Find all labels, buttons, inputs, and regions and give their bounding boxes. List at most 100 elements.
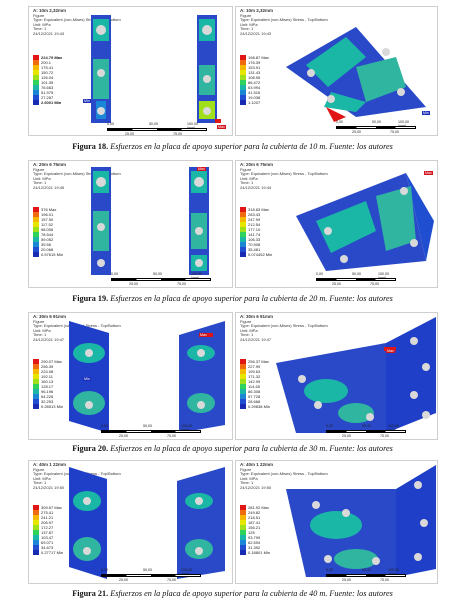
legend-item: 198.87 Max xyxy=(240,55,284,60)
figure-21: A: 40m 1 22mm Figure Type: Equivalent (v… xyxy=(28,460,438,584)
legend-item: 1.1207 xyxy=(240,100,284,105)
legend-item: 69.071 xyxy=(33,540,77,545)
scale-bar: 0,00 50,00 100,00 (mm) 25,00 75,00 xyxy=(316,272,396,287)
legend-item: 309.67 Max xyxy=(33,505,77,510)
header-line: Unit: MPa xyxy=(240,475,258,481)
legend-item: 51.975 xyxy=(33,90,77,95)
stress-legend: 318.83 Max 283.43 247.99 212.54 177.10 1… xyxy=(240,207,284,257)
legend-item: 227.99 xyxy=(240,364,284,369)
header-line: Figure xyxy=(33,318,45,324)
figure-caption: Figura 20. Esfuerzos en la placa de apoy… xyxy=(72,444,393,453)
legend-item: 126.04 xyxy=(33,75,77,80)
legend-item: 76.663 xyxy=(33,85,77,90)
legend-item: 206.97 xyxy=(33,520,77,525)
legend-item: 108.95 xyxy=(240,75,284,80)
legend-item: 86.308 xyxy=(240,389,284,394)
fea-model-render xyxy=(69,467,225,579)
max-tag: Max xyxy=(217,125,226,129)
header-line: Type: Equivalent (von-Mises) Stress - To… xyxy=(33,171,121,177)
legend-item: 131.43 xyxy=(240,70,284,75)
legend-item: 275.41 xyxy=(33,510,77,515)
legend-item: 0.28513 Min xyxy=(33,404,77,409)
legend-item: 64.226 xyxy=(33,394,77,399)
header-line: Time: 1 xyxy=(240,26,254,32)
legend-item: 2.6001 xyxy=(33,100,77,105)
legend-item: 376 Max xyxy=(33,207,77,212)
stress-legend: 224.79 200.1 175.41 150.72 126.04 101.35… xyxy=(33,55,77,105)
figure-18: A: 10m 2,32mm Figure Type: Equivalent (v… xyxy=(28,6,438,136)
header-line: 24/12/2021 19:43 xyxy=(33,30,65,36)
fea-panel-left: A: 10m 2,32mm Figure Type: Equivalent (v… xyxy=(28,6,233,136)
fea-panel-right: A: 40m 1 22mm Figure Type: Equivalent (v… xyxy=(235,460,438,584)
header-line: Unit: MPa xyxy=(33,21,51,27)
legend-item: 35.481 xyxy=(240,247,284,252)
scale-bar: 0,00 50,00 100,00 (mm) 25,00 75,00 xyxy=(326,568,406,583)
fea-model-render xyxy=(286,465,436,577)
legend-item: 20.068 xyxy=(33,247,77,252)
legend-item: 196.01 xyxy=(33,212,77,217)
panel-title: A: 10m 2,32mm xyxy=(33,8,67,13)
fea-panel-left: A: 40m 1 22mm Figure Type: Equivalent (v… xyxy=(28,460,233,584)
legend-item: 283.43 xyxy=(240,212,284,217)
legend-item: 224.79 xyxy=(33,55,77,60)
fea-panel-right: A: 10m 2,32mm Figure Type: Equivalent (v… xyxy=(235,6,438,136)
fea-panel-right: A: 20m 6 75mm Figure Type: Equivalent (v… xyxy=(235,160,438,288)
legend-item: 142.99 xyxy=(240,379,284,384)
panel-title: A: 10m 2,32mm xyxy=(240,8,274,13)
header-line: Unit: MPa xyxy=(33,327,51,333)
legend-item: 241.21 xyxy=(33,515,77,520)
header-line: Unit: MPa xyxy=(240,327,258,333)
figure-caption: Figura 19. Esfuerzos en la placa de apoy… xyxy=(72,294,393,303)
min-tag: Min xyxy=(83,377,91,381)
min-tag: Min xyxy=(422,111,430,115)
legend-item: 114.65 xyxy=(240,384,284,389)
scale-bar: 0,00 50,00 100,00 (mm) 25,00 75,00 xyxy=(107,122,207,135)
legend-item: 128.17 xyxy=(33,384,77,389)
header-line: Type: Equivalent (von-Mises) Stress - To… xyxy=(240,471,328,477)
legend-item: 256.37 Max xyxy=(240,359,284,364)
legend-item: 117.52 xyxy=(33,222,77,227)
legend-item: 78.544 xyxy=(33,232,77,237)
header-line: 24/12/2021 19:47 xyxy=(240,336,272,342)
legend-item: 70.908 xyxy=(240,242,284,247)
legend-item: 224.08 xyxy=(33,369,77,374)
header-line: Figure xyxy=(240,12,252,18)
header-line: Time: 1 xyxy=(33,180,47,186)
legend-item: 125 xyxy=(240,530,284,535)
scale-bar: 0,00 50,00 100,00 (mm) 25,00 75,00 xyxy=(111,272,211,287)
legend-item: 0.29838 Min xyxy=(240,404,284,409)
stress-legend: 309.67 Max 275.41 241.21 206.97 172.27 1… xyxy=(33,505,77,555)
max-tag: Max xyxy=(199,333,208,337)
legend-item: 0.27717 Min xyxy=(33,550,77,555)
panel-header: A: 10m 2,32mm Figure Type: Equivalent (v… xyxy=(240,8,328,37)
legend-item: 281.92 Max xyxy=(240,505,284,510)
stress-legend: 290.07 Max 256.39 224.08 192.11 160.13 1… xyxy=(33,359,77,409)
fea-model-render xyxy=(296,173,434,271)
fea-panel-right: A: 30m 6 91mm Figure Type: Equivalent (v… xyxy=(235,312,438,440)
max-tag: Max xyxy=(386,349,395,353)
legend-item: 98.006 xyxy=(33,227,77,232)
legend-item: 177.10 xyxy=(240,227,284,232)
header-line: Type: Equivalent (von-Mises) Stress - To… xyxy=(240,17,328,23)
legend-item: 0.074452 Min xyxy=(240,252,284,257)
legend-item: 160.13 xyxy=(33,379,77,384)
panel-header: A: 20m 6 75mm Figure Type: Equivalent (v… xyxy=(240,162,328,191)
fea-model-render xyxy=(276,317,436,433)
legend-item: 57.728 xyxy=(240,394,284,399)
header-line: Figure xyxy=(240,318,252,324)
legend-item: 27.287 xyxy=(33,95,77,100)
legend-item: 0.18801 Min xyxy=(240,550,284,555)
panel-title: A: 30m 6 91mm xyxy=(240,314,274,319)
panel-title: A: 30m 6 91mm xyxy=(33,314,67,319)
fea-model-render xyxy=(91,15,221,123)
legend-item: 32.253 xyxy=(33,399,77,404)
legend-item: 41.516 xyxy=(240,90,284,95)
header-line: Unit: MPa xyxy=(240,175,258,181)
legend-item: 175.41 xyxy=(33,65,77,70)
min-tag: Min xyxy=(83,99,91,103)
header-line: Figure xyxy=(240,466,252,472)
legend-item: 172.27 xyxy=(33,525,77,530)
legend-item: 28.668 xyxy=(240,399,284,404)
legend-item: 137.87 xyxy=(33,530,77,535)
legend-item: 141.74 xyxy=(240,232,284,237)
